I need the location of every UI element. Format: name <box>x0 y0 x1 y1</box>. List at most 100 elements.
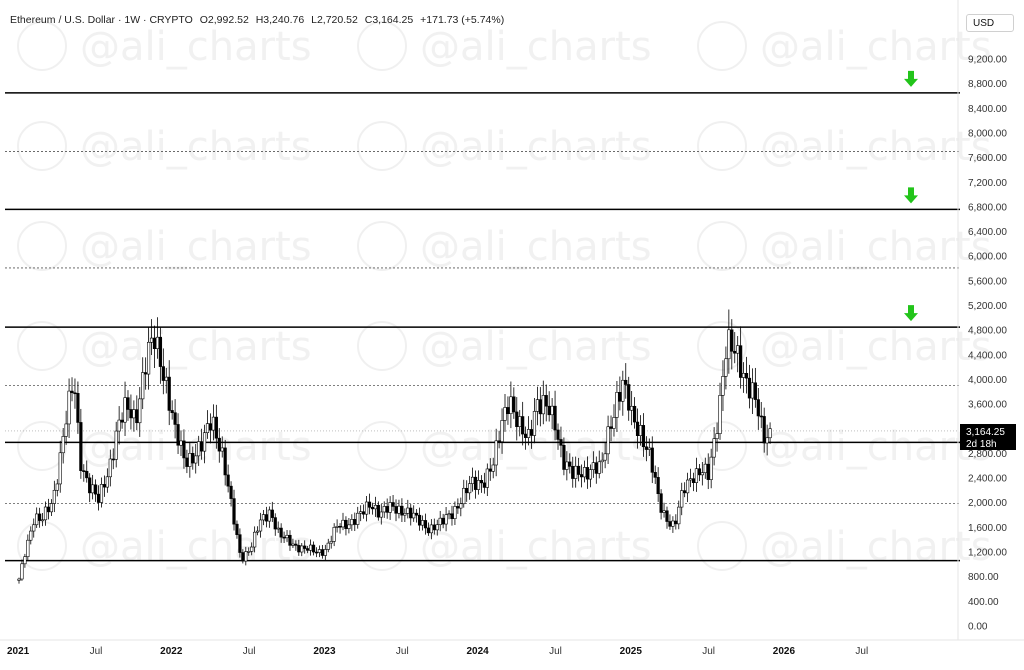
candle-body <box>152 337 157 350</box>
candle-body <box>205 423 210 434</box>
candle-body <box>556 429 560 440</box>
candle-body <box>141 372 145 400</box>
y-tick-label: 9,200.00 <box>968 55 1007 66</box>
candle-body <box>32 524 36 532</box>
candle-body <box>597 461 601 474</box>
candle-body <box>762 416 766 444</box>
candle-body <box>20 563 24 580</box>
candle-body <box>450 513 454 519</box>
watermark-text: @ali_charts <box>80 124 312 170</box>
ohlc-close: C3,164.25 <box>364 14 414 26</box>
candle-body <box>120 419 124 423</box>
y-tick-label: 400.00 <box>968 597 999 608</box>
candle-body <box>577 465 581 475</box>
candle-body <box>500 420 504 442</box>
last-price-box-bg <box>960 424 1016 450</box>
candle-body <box>73 392 77 395</box>
candle-body <box>688 478 693 481</box>
candle-body <box>29 530 33 541</box>
candle-body <box>456 506 460 509</box>
candle-body <box>35 513 39 526</box>
candle-body <box>385 506 389 513</box>
candle-body <box>70 390 74 394</box>
watermark-face-icon <box>17 421 67 471</box>
watermark-text: @ali_charts <box>760 524 992 570</box>
x-axis[interactable]: 2021 Jul 2022 Jul 2023 Jul 2024 Jul 2025 Jul 2026 J… <box>7 646 868 657</box>
candle-body <box>132 409 136 419</box>
candle-body <box>267 509 271 522</box>
candle-body <box>703 463 707 473</box>
candle-body <box>76 393 80 423</box>
candle-body <box>403 513 407 516</box>
candle-body <box>126 397 130 410</box>
candle-body <box>423 520 428 529</box>
currency-selector[interactable]: USD <box>966 14 1014 32</box>
candle-body <box>568 461 572 467</box>
y-tick-label: 800.00 <box>968 572 999 583</box>
watermark-text: @ali_charts <box>80 24 312 70</box>
candle-body <box>400 505 404 516</box>
watermark-face-icon <box>697 21 747 71</box>
candle-body <box>506 407 510 415</box>
watermark-face-icon <box>697 121 747 171</box>
candle-body <box>394 506 398 514</box>
y-tick-label: 6,800.00 <box>968 202 1007 213</box>
watermark-text: @ali_charts <box>80 224 312 270</box>
y-tick-label: 2,800.00 <box>968 449 1007 460</box>
watermark-face-icon <box>697 321 747 371</box>
candle-body <box>391 502 395 507</box>
candle-body <box>674 520 678 525</box>
watermark-layer: @ali_charts @ali_charts @ali_charts @ali_ch… <box>17 21 992 571</box>
y-tick-label: 4,400.00 <box>968 350 1007 361</box>
candle-body <box>255 530 260 533</box>
candle-body <box>176 424 180 446</box>
x-tick-label: 2026 <box>773 646 796 657</box>
candle-body <box>709 456 713 480</box>
y-tick-label: 8,800.00 <box>968 79 1007 90</box>
candle-body <box>311 544 316 553</box>
candle-body <box>632 405 637 423</box>
candle-body <box>444 514 448 525</box>
candle-body <box>220 447 224 452</box>
candle-body <box>721 376 725 396</box>
candle-body <box>409 507 413 519</box>
candle-body <box>638 425 643 436</box>
y-tick-label: 8,400.00 <box>968 104 1007 115</box>
watermark-face-icon <box>697 521 747 571</box>
candle-body <box>665 510 669 522</box>
last-price-box: 3,164.25 2d 18h <box>960 424 1016 450</box>
candle-body <box>214 416 218 439</box>
candle-body <box>88 477 92 494</box>
candle-body <box>627 384 631 411</box>
candle-body <box>603 453 607 461</box>
candle-body <box>223 447 227 476</box>
candle-body <box>258 519 263 532</box>
candle-body <box>571 466 575 479</box>
horizontal-levels <box>5 92 960 562</box>
candle-body <box>226 474 230 487</box>
candle-body <box>79 422 83 471</box>
candle-body <box>459 503 463 509</box>
candle-body <box>739 345 743 378</box>
watermark-face-icon <box>697 221 747 271</box>
candle-body <box>683 490 687 494</box>
candle-body <box>529 429 534 436</box>
symbol-title[interactable]: Ethereum / U.S. Dollar · 1W · CRYPTO <box>10 14 193 26</box>
candle-body <box>96 493 101 503</box>
candle-body <box>146 341 151 375</box>
x-tick-label: Jul <box>855 646 868 657</box>
candle-body <box>229 485 233 499</box>
candle-body <box>194 455 198 464</box>
candle-body <box>276 527 280 530</box>
candle-body <box>114 430 118 460</box>
candle-body <box>733 350 737 354</box>
x-tick-label: Jul <box>549 646 562 657</box>
candle-body <box>624 379 628 385</box>
watermark-face-icon <box>357 521 407 571</box>
y-axis[interactable]: 0.00 400.00 800.00 1,200.00 1,600.00 2,000.00… <box>968 55 1007 633</box>
candlestick-series <box>17 309 772 584</box>
candle-body <box>208 423 213 431</box>
last-price-label: 3,164.25 <box>966 427 1005 438</box>
x-tick-label: Jul <box>702 646 715 657</box>
